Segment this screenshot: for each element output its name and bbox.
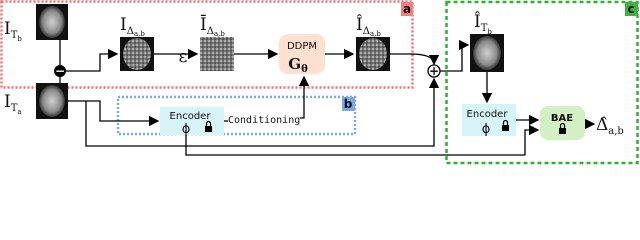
panel-c <box>445 0 639 165</box>
label-base: I <box>4 19 11 39</box>
label-sub: T <box>481 23 488 34</box>
symbol-sub: θ <box>301 64 308 75</box>
lock-icon <box>205 120 212 132</box>
encoder-symbol: ϕ <box>182 122 191 137</box>
image-label: ÎΔa,b <box>356 14 381 38</box>
symbol-base: G <box>288 55 301 73</box>
encoder-title: Encoder <box>467 109 509 120</box>
image-label: IΔa,b <box>120 15 145 38</box>
image-label: ITa <box>4 92 22 116</box>
minus-op <box>54 65 66 77</box>
ddpm-title: DDPM <box>287 41 317 52</box>
label-sub: Δ <box>127 26 134 37</box>
label-base: I <box>120 15 127 35</box>
label-sub: Δ <box>207 26 214 37</box>
label-subsub: b <box>17 35 22 43</box>
encoder-box <box>160 107 224 135</box>
output-sub: a,b <box>608 126 624 137</box>
conditioning-label: Conditioning <box>228 115 300 126</box>
label-base: Ī <box>200 14 207 35</box>
tag-bg <box>625 2 638 16</box>
label-subsub: a,b <box>214 30 225 38</box>
mri-images <box>36 4 504 119</box>
lock-icon <box>502 119 509 131</box>
label-subsub: a <box>17 108 21 116</box>
image-label: ÎTb <box>474 11 492 36</box>
panel-tag: a <box>403 2 411 16</box>
tag-bg <box>342 97 355 111</box>
label-subsub: a,b <box>370 30 381 38</box>
op-sign: − <box>55 64 65 78</box>
label-subsub: b <box>487 28 492 36</box>
ddpm-symbol: Gθ <box>288 55 308 75</box>
encoder-title: Encoder <box>170 111 212 122</box>
encoder-symbol: ϕ <box>482 122 491 137</box>
label-base: Î <box>474 11 481 32</box>
bae-title: BAE <box>551 113 573 124</box>
label-sub: T <box>11 30 18 41</box>
panel-b <box>116 95 357 136</box>
label-base: I <box>4 92 11 112</box>
op-sign: + <box>429 64 439 78</box>
label-sub: Δ <box>363 26 370 37</box>
output-label: Δ̂a,b <box>596 115 624 137</box>
tag-bg <box>401 2 413 16</box>
label-base: Î <box>356 14 363 35</box>
image-label: ĪΔa,b <box>200 14 225 38</box>
panel-tag: b <box>344 97 353 111</box>
arrows <box>59 39 596 156</box>
noise-label: ε <box>179 47 188 67</box>
diagram: a b c ITb ITa IΔa,b ĪΔa,b ÎΔa,b ÎTb − + … <box>0 0 639 165</box>
label-sub: T <box>11 103 18 114</box>
ddpm-box <box>279 34 325 74</box>
panel-tag: c <box>627 2 634 16</box>
image-label: ITb <box>4 19 22 43</box>
panel-a <box>0 0 414 89</box>
lock-icon <box>559 122 566 134</box>
output-base: Δ̂ <box>596 115 608 135</box>
label-subsub: a,b <box>134 30 145 38</box>
